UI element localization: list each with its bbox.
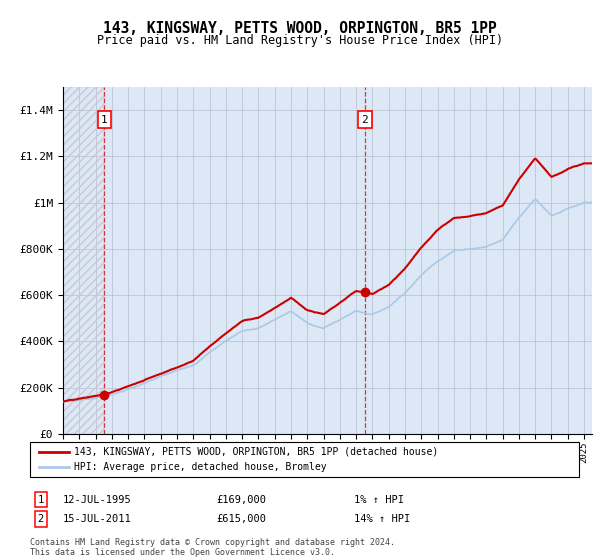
Text: 2: 2: [38, 514, 44, 524]
Text: 143, KINGSWAY, PETTS WOOD, ORPINGTON, BR5 1PP: 143, KINGSWAY, PETTS WOOD, ORPINGTON, BR…: [103, 21, 497, 36]
Text: 14% ↑ HPI: 14% ↑ HPI: [354, 514, 410, 524]
Text: 143, KINGSWAY, PETTS WOOD, ORPINGTON, BR5 1PP (detached house): 143, KINGSWAY, PETTS WOOD, ORPINGTON, BR…: [74, 447, 438, 457]
Text: 15-JUL-2011: 15-JUL-2011: [63, 514, 132, 524]
Text: £615,000: £615,000: [216, 514, 266, 524]
Text: HPI: Average price, detached house, Bromley: HPI: Average price, detached house, Brom…: [74, 462, 326, 472]
Text: 1% ↑ HPI: 1% ↑ HPI: [354, 494, 404, 505]
Text: Contains HM Land Registry data © Crown copyright and database right 2024.
This d: Contains HM Land Registry data © Crown c…: [30, 538, 395, 557]
Text: 1: 1: [38, 494, 44, 505]
Text: 12-JUL-1995: 12-JUL-1995: [63, 494, 132, 505]
Text: 1: 1: [101, 115, 108, 125]
Text: Price paid vs. HM Land Registry's House Price Index (HPI): Price paid vs. HM Land Registry's House …: [97, 34, 503, 46]
Text: £169,000: £169,000: [216, 494, 266, 505]
Text: 2: 2: [362, 115, 368, 125]
